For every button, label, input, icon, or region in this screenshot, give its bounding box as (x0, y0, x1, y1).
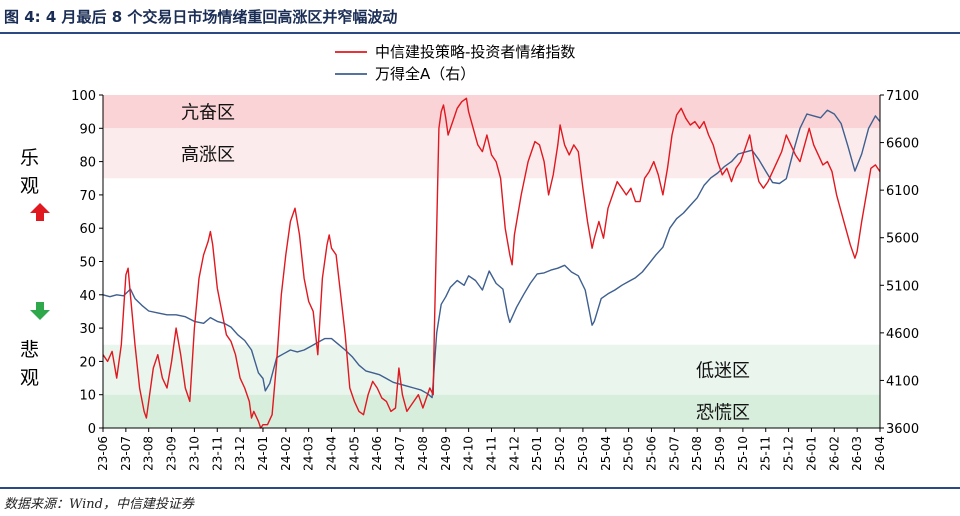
x-tick-label: 24-09 (439, 436, 453, 471)
down-arrow-icon (30, 302, 50, 320)
x-tick-label: 24-05 (347, 436, 361, 471)
y-right-tick-label: 4100 (886, 374, 919, 389)
legend-label-0: 中信建投策略-投资者情绪指数 (375, 43, 575, 61)
y-right-tick-label: 7100 (886, 89, 919, 104)
y-left-tick-label: 80 (79, 156, 96, 171)
x-tick-label: 26-04 (873, 436, 887, 471)
band-label-3: 恐慌区 (696, 402, 750, 423)
x-tick-label: 25-11 (759, 436, 773, 471)
x-tick-label: 24-03 (302, 436, 316, 471)
y-right-tick-label: 3600 (886, 422, 919, 437)
x-tick-label: 24-01 (256, 436, 270, 471)
x-tick-label: 24-08 (416, 436, 430, 471)
x-tick-label: 24-10 (462, 436, 476, 471)
x-tick-label: 24-06 (370, 436, 384, 471)
pessimistic-char-2: 观 (20, 367, 40, 389)
x-tick-label: 23-06 (96, 436, 110, 471)
band-2 (103, 344, 880, 395)
y-left-tick-label: 60 (79, 222, 96, 237)
legend-label-1: 万得全A（右） (375, 65, 475, 83)
x-tick-label: 24-11 (485, 436, 499, 471)
y-left-tick-label: 40 (79, 289, 96, 304)
optimistic-char-2: 观 (20, 175, 40, 197)
x-tick-label: 25-06 (644, 436, 658, 471)
x-tick-label: 25-07 (667, 436, 681, 471)
axes: 0 10 20 30 40 50 60 70 80 90 100 3600 4100 4600 5100 56… (71, 89, 919, 471)
x-tick-label: 23-08 (142, 436, 156, 471)
y-left-tick-label: 0 (88, 422, 96, 437)
x-tick-label: 24-07 (393, 436, 407, 471)
y-right-tick-label: 5600 (886, 232, 919, 247)
y-left-tick-label: 70 (79, 189, 96, 204)
y-left-tick-label: 20 (79, 355, 96, 370)
x-tick-label: 25-10 (736, 436, 750, 471)
x-tick-label: 23-09 (165, 436, 179, 471)
x-tick-label: 24-04 (325, 436, 339, 471)
x-tick-label: 25-08 (690, 436, 704, 471)
y-right-tick-label: 5100 (886, 279, 919, 294)
x-tick-label: 25-12 (782, 436, 796, 471)
band-3 (103, 394, 880, 428)
band-label-1: 高涨区 (181, 144, 235, 165)
y-left-tick-label: 10 (79, 389, 96, 404)
x-tick-label: 25-03 (576, 436, 590, 471)
y-left-tick-label: 30 (79, 322, 96, 337)
x-tick-label: 26-01 (804, 436, 818, 471)
x-tick-label: 23-11 (210, 436, 224, 471)
x-tick-label: 24-12 (507, 436, 521, 471)
x-tick-label: 26-03 (850, 436, 864, 471)
series-line-index (102, 109, 881, 399)
y-left-tick-label: 50 (79, 256, 96, 271)
y-left-tick-label: 100 (71, 89, 96, 104)
optimistic-char-1: 乐 (20, 147, 40, 169)
footer-rule (0, 487, 960, 489)
y-left-tick-label: 90 (79, 122, 96, 137)
up-arrow-icon (30, 203, 50, 221)
y-right-tick-label: 4600 (886, 327, 919, 342)
pessimistic-char-1: 悲 (20, 339, 40, 361)
x-tick-label: 25-02 (553, 436, 567, 471)
header-rule (0, 32, 960, 34)
x-tick-label: 24-02 (279, 436, 293, 471)
figure-title: 图 4: 4 月最后 8 个交易日市场情绪重回高涨区并窄幅波动 (4, 8, 398, 26)
x-tick-label: 25-05 (622, 436, 636, 471)
band-label-0: 亢奋区 (181, 103, 235, 124)
y-right-tick-label: 6600 (886, 137, 919, 152)
x-tick-label: 25-01 (530, 436, 544, 471)
x-tick-label: 26-02 (827, 436, 841, 471)
x-tick-label: 23-07 (119, 436, 133, 471)
y-right-tick-label: 6100 (886, 184, 919, 199)
x-tick-label: 25-09 (713, 436, 727, 471)
series-lines (102, 97, 881, 429)
band-label-2: 低迷区 (696, 361, 750, 382)
x-tick-label: 23-12 (233, 436, 247, 471)
pessimistic-label: 悲 观 (20, 336, 39, 392)
source-note: 数据来源：Wind，中信建投证券 (4, 497, 194, 512)
x-tick-label: 23-10 (187, 436, 201, 471)
x-tick-label: 25-04 (599, 436, 613, 471)
optimistic-label: 乐 观 (20, 144, 39, 200)
series-line-sentiment (102, 97, 881, 429)
band-0 (103, 95, 880, 129)
